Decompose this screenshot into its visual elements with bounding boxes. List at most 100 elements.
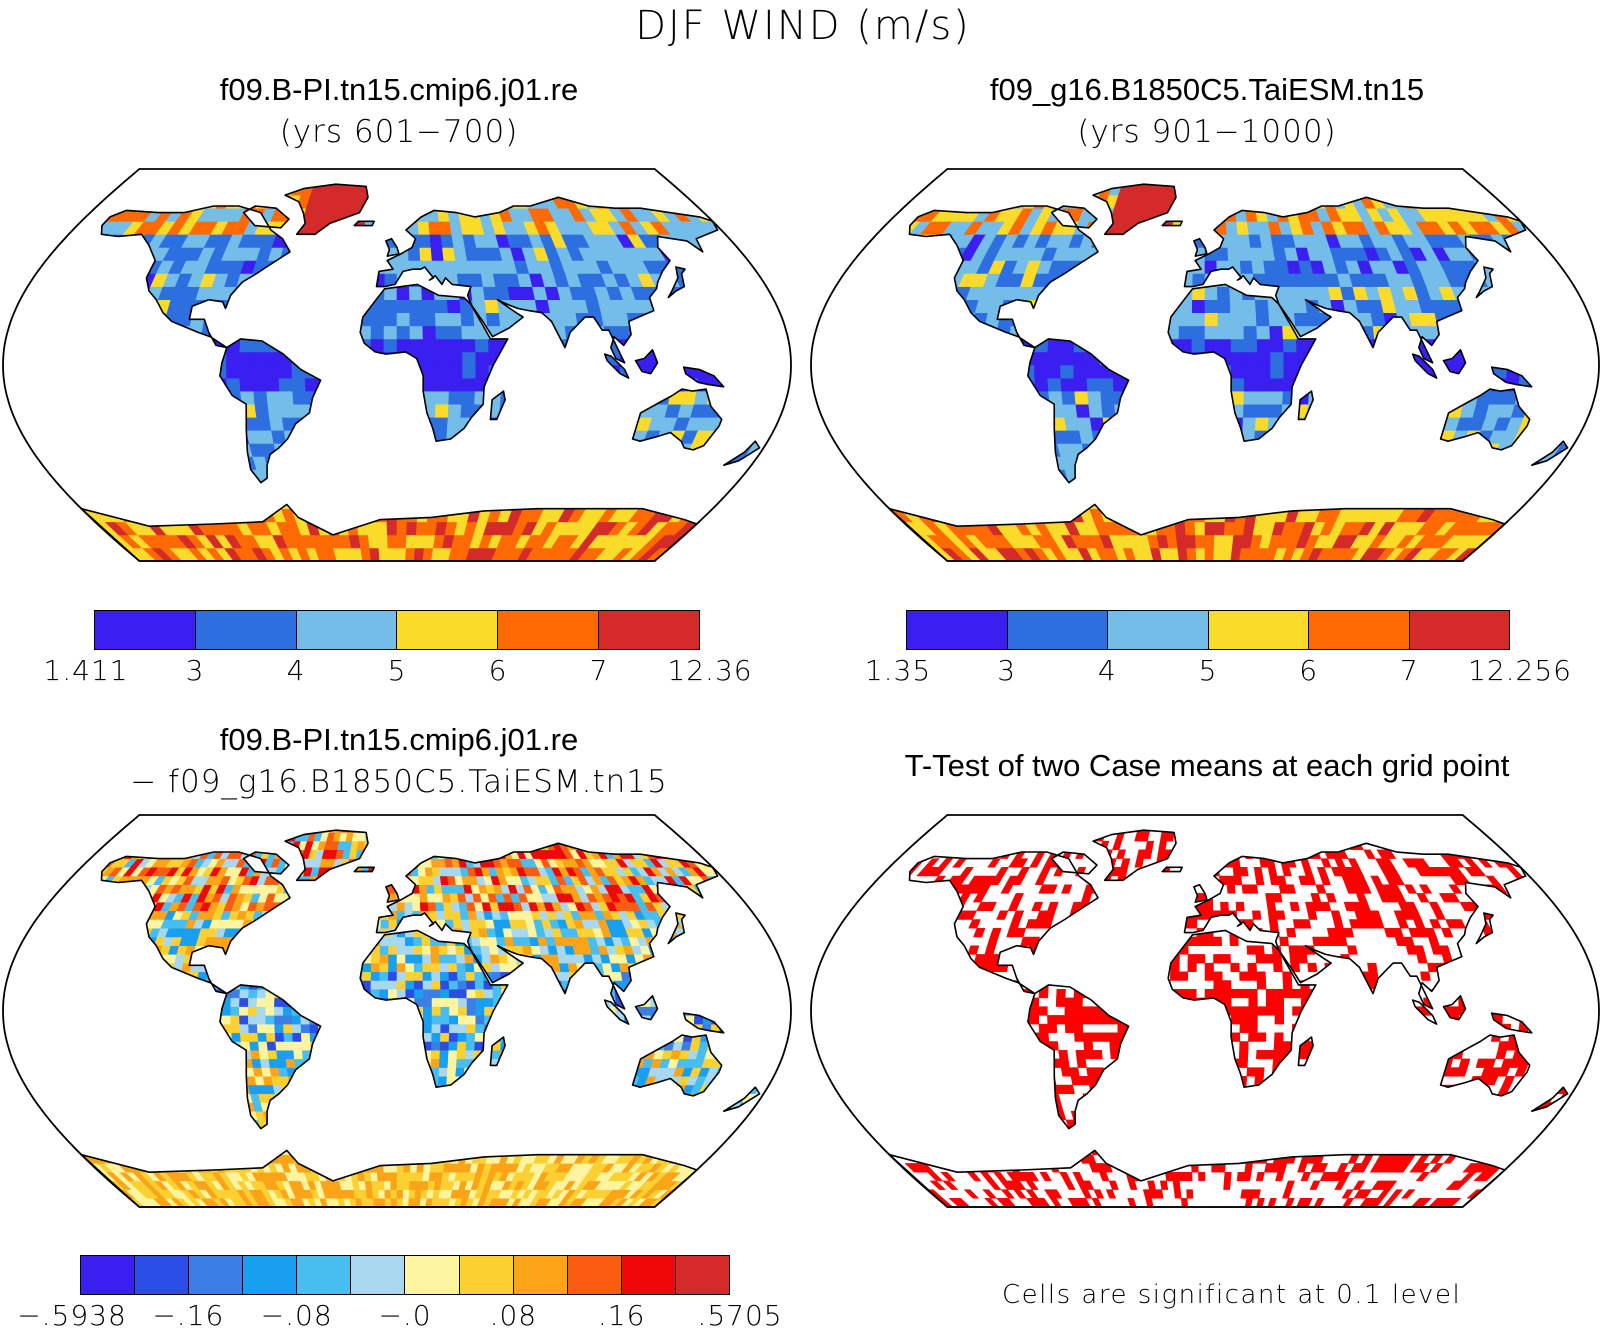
coastline-greenland: [284, 829, 369, 882]
coastline-newguinea: [682, 1012, 725, 1034]
colorbar-cell: [513, 1256, 568, 1294]
colorbar-label: .16: [597, 1299, 646, 1332]
colorbar-label: −.08: [260, 1299, 333, 1332]
coastline-madagascar: [489, 390, 506, 421]
colorbar-label: 12.36: [667, 654, 753, 687]
coastline-newzealand: [723, 1086, 761, 1112]
colorbar-cell: [1409, 611, 1509, 649]
colorbar-cell: [243, 1256, 298, 1294]
significance-note: Cells are significant at 0.1 level: [1002, 1280, 1462, 1310]
colorbar-label: 4: [1097, 654, 1117, 687]
coastline-australia: [1439, 1034, 1531, 1097]
colorbar-cell: [907, 611, 1008, 649]
coastline-greenland: [284, 183, 369, 236]
coastline-japan: [1475, 266, 1494, 299]
colorbar-panel-3: [80, 1255, 730, 1295]
coastline-newzealand: [723, 440, 761, 466]
map-boundary: [2, 168, 792, 562]
map-field: [889, 830, 1568, 1207]
colorbar-cell: [135, 1256, 190, 1294]
colorbar-label: 6: [488, 654, 508, 687]
colorbar-cell: [405, 1256, 460, 1294]
coastline-africa: [359, 283, 509, 442]
panel-2-subtitle: (yrs 901−1000): [1077, 114, 1337, 150]
map-panel-3: [2, 814, 792, 1208]
panel-1-title: f09.B-PI.tn15.cmip6.j01.re: [219, 72, 579, 107]
figure-title: DJF WIND (m/s): [635, 3, 971, 49]
colorbar-cell: [1309, 611, 1410, 649]
colorbar-label: 4: [286, 654, 306, 687]
coastline-iceland: [1161, 866, 1183, 873]
colorbar-label: 5: [387, 654, 407, 687]
coastline-namerica: [908, 205, 1099, 349]
coastline-eurasia: [1183, 196, 1527, 364]
colorbar-label: 6: [1299, 654, 1319, 687]
coastline-australia: [631, 1034, 723, 1097]
coastline-madagascar: [1297, 1036, 1314, 1067]
map-panel-2: [810, 168, 1600, 562]
colorbar-cell: [599, 611, 699, 649]
panel-2-title: f09_g16.B1850C5.TaiESM.tn15: [989, 72, 1425, 107]
coastline-baffin: [242, 205, 290, 229]
coastline-namerica: [100, 851, 291, 995]
colorbar-label: 7: [589, 654, 609, 687]
map-boundary: [810, 168, 1600, 562]
coastline-madagascar: [1297, 390, 1314, 421]
map-field: [81, 830, 760, 1207]
colorbar-label: .5705: [697, 1299, 783, 1332]
coastline-baffin: [1050, 851, 1098, 875]
colorbar-label: 3: [185, 654, 205, 687]
coastline-iceland: [1161, 220, 1183, 227]
coastline-eurasia: [1183, 842, 1527, 1010]
coastline-borneo: [634, 995, 659, 1021]
coastline-namerica: [908, 851, 1099, 995]
coastline-iceland: [353, 220, 375, 227]
colorbar-label: 12.256: [1468, 654, 1572, 687]
panel-4-title: T-Test of two Case means at each grid po…: [904, 748, 1510, 783]
colorbar-cell: [397, 611, 499, 649]
coastline-borneo: [634, 349, 659, 375]
colorbar-cell: [567, 1256, 622, 1294]
coastline-madagascar: [489, 1036, 506, 1067]
coastline-sumatra: [1411, 353, 1438, 379]
colorbar-label: −.16: [152, 1299, 225, 1332]
colorbar-cell: [675, 1256, 729, 1294]
coastline-eurasia: [375, 196, 719, 364]
colorbar-cell: [95, 611, 196, 649]
coastline-uk: [385, 237, 400, 257]
colorbar-cell: [621, 1256, 676, 1294]
colorbar-label: −.5938: [17, 1299, 127, 1332]
coastline-newguinea: [1490, 366, 1533, 388]
map-boundary: [810, 814, 1600, 1208]
colorbar-cell: [1007, 611, 1108, 649]
coastline-africa: [1167, 929, 1317, 1088]
panel-3-title: f09.B-PI.tn15.cmip6.j01.re: [219, 722, 579, 757]
coastline-samerica: [1027, 984, 1130, 1130]
coastline-baffin: [1050, 205, 1098, 229]
colorbar-label: .08: [489, 1299, 538, 1332]
coastline-namerica: [100, 205, 291, 349]
coastline-greenland: [1092, 183, 1177, 236]
panel-3-subtitle: − f09_g16.B1850C5.TaiESM.tn15: [130, 764, 668, 800]
coastline-samerica: [219, 338, 322, 484]
colorbar-label: 5: [1198, 654, 1218, 687]
colorbar-panel-1: [94, 610, 700, 650]
coastline-australia: [1439, 388, 1531, 451]
coastline-uk: [1193, 883, 1208, 903]
coastline-japan: [1475, 912, 1494, 945]
coastline-newguinea: [682, 366, 725, 388]
coastline-sumatra: [603, 353, 630, 379]
colorbar-cell: [189, 1256, 244, 1294]
colorbar-cell: [195, 611, 297, 649]
colorbar-panel-2: [906, 610, 1510, 650]
coastline-samerica: [219, 984, 322, 1130]
coastline-newguinea: [1490, 1012, 1533, 1034]
colorbar-label: 3: [997, 654, 1017, 687]
colorbar-cell: [296, 611, 398, 649]
map-panel-4: [810, 814, 1600, 1208]
coastline-uk: [1193, 237, 1208, 257]
coastline-newzealand: [1531, 440, 1569, 466]
colorbar-cell: [297, 1256, 352, 1294]
coastline-iceland: [353, 866, 375, 873]
coastline-eurasia: [375, 842, 719, 1010]
